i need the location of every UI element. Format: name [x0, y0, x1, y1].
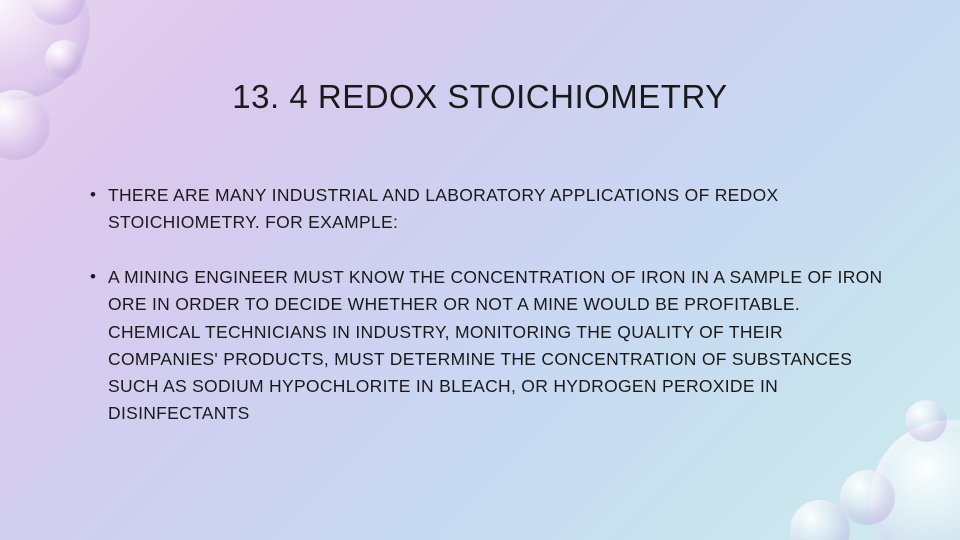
slide-title: 13. 4 REDOX STOICHIOMETRY [70, 78, 890, 116]
bubble-decoration [870, 420, 960, 540]
bubble-decoration [790, 500, 850, 540]
bubble-decoration [840, 470, 895, 525]
bullet-list: THERE ARE MANY INDUSTRIAL AND LABORATORY… [70, 182, 890, 427]
bullet-item: A MINING ENGINEER MUST KNOW THE CONCENTR… [90, 264, 890, 427]
bullet-item: THERE ARE MANY INDUSTRIAL AND LABORATORY… [90, 182, 890, 236]
slide-content: 13. 4 REDOX STOICHIOMETRY THERE ARE MANY… [0, 0, 960, 427]
